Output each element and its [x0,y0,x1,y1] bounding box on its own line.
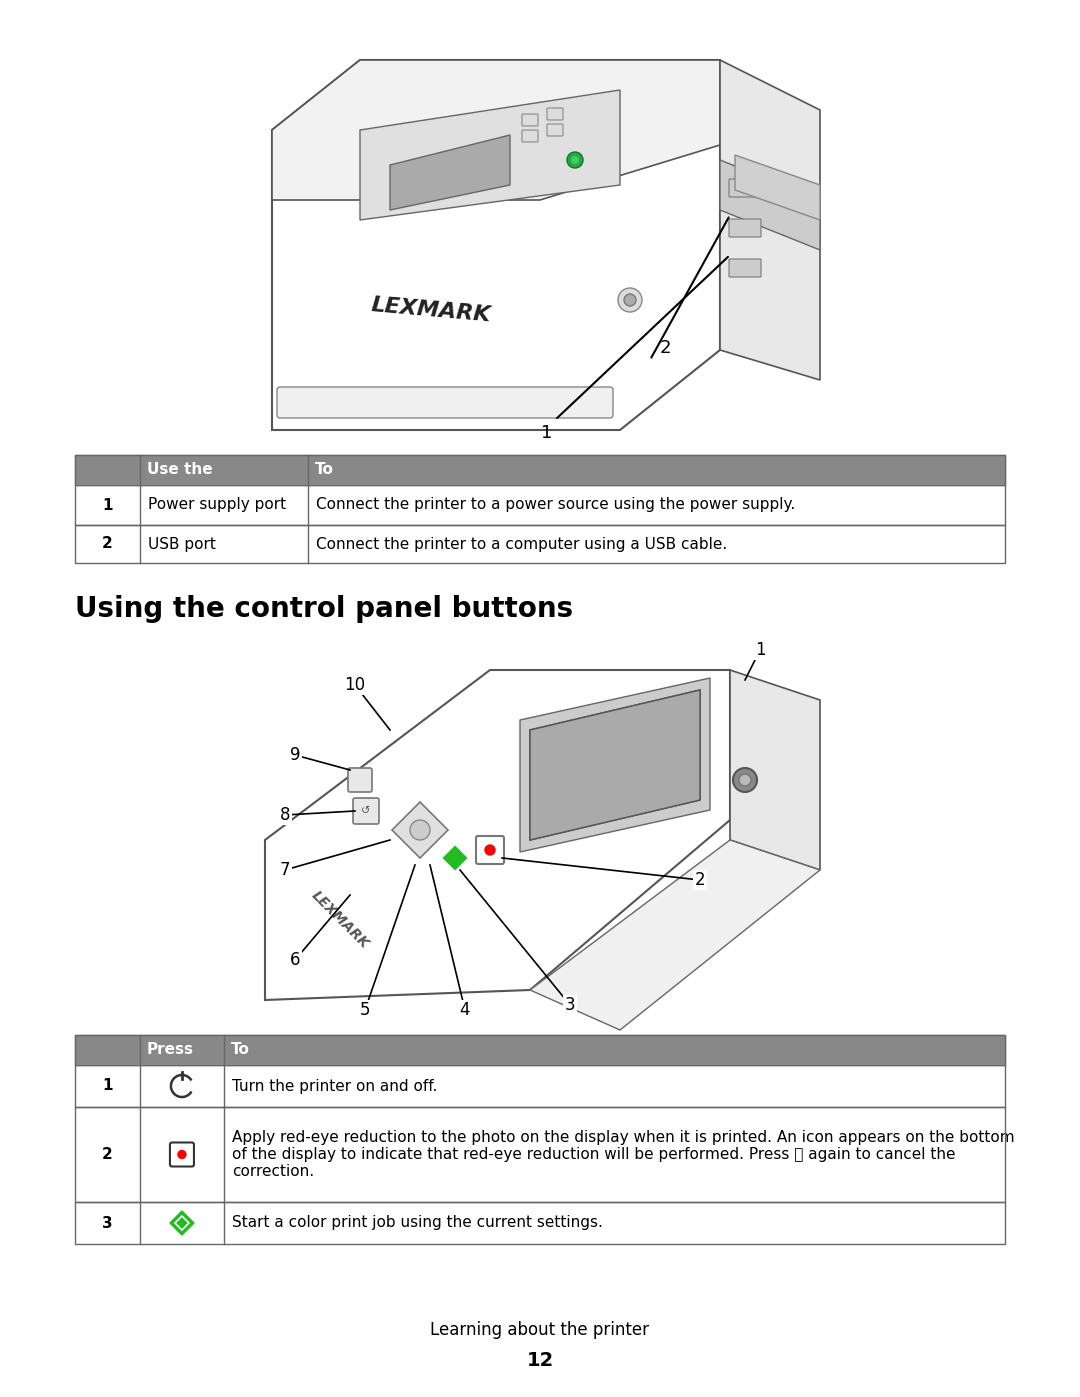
Polygon shape [441,844,469,872]
Text: USB port: USB port [148,536,216,552]
Text: 2: 2 [103,536,113,552]
Polygon shape [730,671,820,870]
Text: LEXMARK: LEXMARK [309,888,372,951]
Text: 12: 12 [526,1351,554,1369]
Circle shape [485,845,495,855]
Text: Power supply port: Power supply port [148,497,286,513]
Text: 4: 4 [460,1002,470,1018]
Text: Learning about the printer: Learning about the printer [431,1322,649,1338]
Polygon shape [720,161,820,250]
Circle shape [624,293,636,306]
FancyBboxPatch shape [170,1143,194,1166]
Circle shape [618,288,642,312]
Polygon shape [519,678,710,852]
Text: ↺: ↺ [362,806,370,816]
Circle shape [178,1151,186,1158]
Polygon shape [720,60,820,380]
Text: Apply red-eye reduction to the photo on the display when it is printed. An icon : Apply red-eye reduction to the photo on … [232,1130,1014,1179]
Bar [75,525,1005,563]
Polygon shape [265,671,730,1000]
FancyBboxPatch shape [546,108,563,120]
Circle shape [567,152,583,168]
Polygon shape [360,89,620,219]
Text: Connect the printer to a computer using a USB cable.: Connect the printer to a computer using … [315,536,727,552]
Circle shape [410,820,430,840]
Bar [75,1035,1005,1065]
FancyBboxPatch shape [522,115,538,126]
Text: LEXMARK: LEXMARK [370,295,491,326]
Text: 9: 9 [289,746,300,764]
Text: 1: 1 [541,425,553,441]
FancyBboxPatch shape [348,768,372,792]
Bar [75,455,1005,485]
Circle shape [571,156,579,163]
Polygon shape [272,60,720,200]
Polygon shape [170,1211,194,1235]
FancyBboxPatch shape [729,179,761,197]
Text: 2: 2 [103,1147,113,1162]
Text: To: To [231,1042,249,1058]
Text: 8: 8 [280,806,291,824]
Polygon shape [530,690,700,840]
FancyBboxPatch shape [353,798,379,824]
Text: 1: 1 [103,497,112,513]
Polygon shape [735,155,820,219]
Polygon shape [530,840,820,1030]
Polygon shape [530,690,700,840]
Text: 5: 5 [360,1002,370,1018]
Bar [75,1106,1005,1201]
Text: 10: 10 [345,676,365,694]
Text: Using the control panel buttons: Using the control panel buttons [75,595,573,623]
Text: 3: 3 [565,996,576,1014]
Text: 3: 3 [103,1215,113,1231]
Text: Use the: Use the [147,462,213,478]
Text: 6: 6 [289,951,300,970]
Text: 2: 2 [659,339,671,358]
Polygon shape [392,802,448,858]
FancyBboxPatch shape [476,835,504,863]
Text: 1: 1 [755,641,766,659]
Text: Start a color print job using the current settings.: Start a color print job using the curren… [232,1215,603,1231]
Text: 7: 7 [280,861,291,879]
Circle shape [739,774,751,787]
FancyBboxPatch shape [522,130,538,142]
Text: 2: 2 [694,870,705,888]
Text: To: To [314,462,334,478]
Text: Connect the printer to a power source using the power supply.: Connect the printer to a power source us… [315,497,795,513]
Bar [75,485,1005,525]
FancyBboxPatch shape [276,387,613,418]
Bar [75,1201,1005,1243]
FancyBboxPatch shape [546,124,563,136]
Text: Press: Press [147,1042,194,1058]
FancyBboxPatch shape [729,219,761,237]
Text: 1: 1 [103,1078,112,1094]
Polygon shape [390,136,510,210]
Text: Turn the printer on and off.: Turn the printer on and off. [232,1078,437,1094]
Circle shape [733,768,757,792]
Bar [75,1065,1005,1106]
FancyBboxPatch shape [729,258,761,277]
Polygon shape [272,60,720,430]
